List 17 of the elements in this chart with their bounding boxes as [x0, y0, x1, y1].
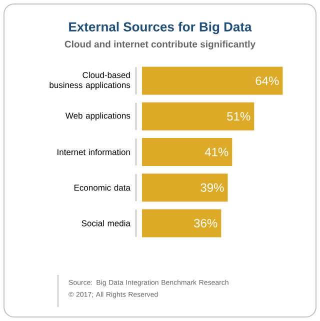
- data-label: 36%: [194, 218, 218, 228]
- data-label: 41%: [204, 148, 228, 156]
- y-tick-label: Social media: [82, 220, 130, 226]
- bar: [142, 102, 254, 130]
- y-tick-label: Cloud-based business applications: [50, 72, 130, 90]
- data-label: 51%: [227, 112, 250, 121]
- data-label: 64%: [256, 76, 279, 86]
- chart-subtitle: Cloud and internet contribute significantly: [64, 40, 256, 50]
- y-tick-label: Web applications: [65, 112, 130, 120]
- bar: [142, 209, 222, 238]
- data-label: 39%: [200, 183, 224, 192]
- y-tick-label: Economic data: [74, 184, 130, 191]
- y-tick-label: Internet information: [58, 148, 130, 156]
- chart-title: External Sources for Big Data: [69, 22, 252, 34]
- bar: [142, 138, 232, 166]
- bar: [142, 174, 228, 202]
- bar: [142, 66, 283, 95]
